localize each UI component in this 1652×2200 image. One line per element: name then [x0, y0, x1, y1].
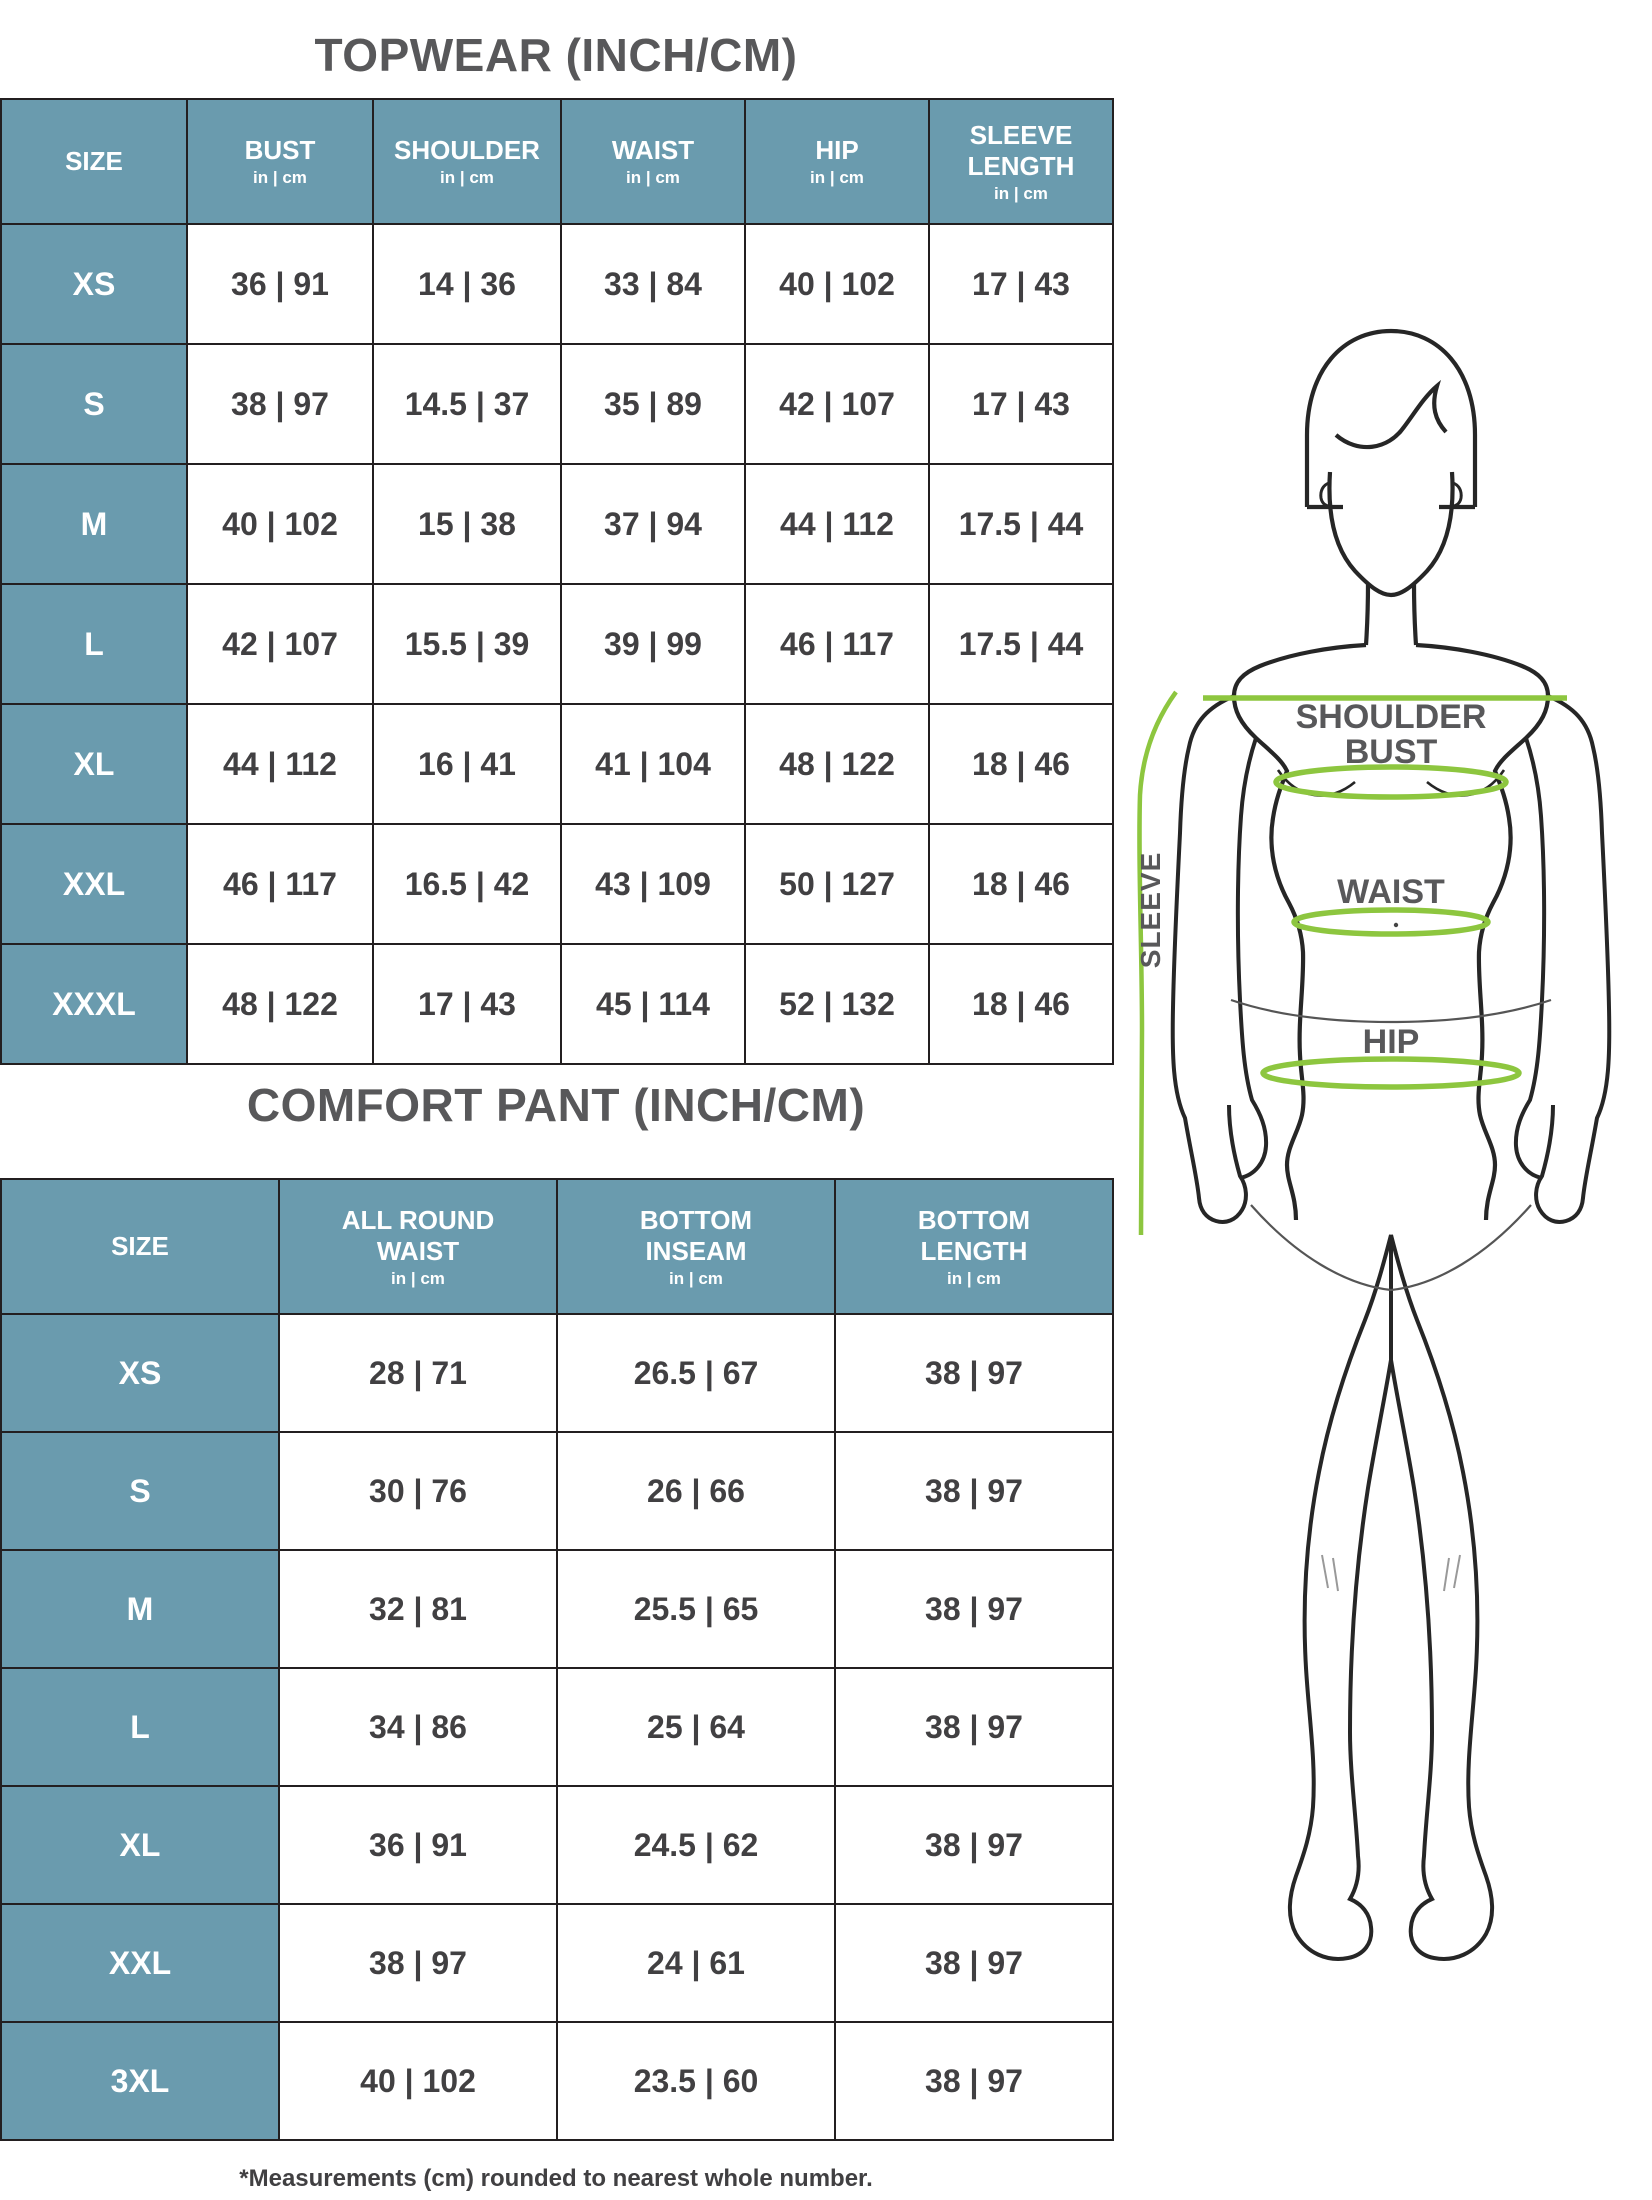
svg-text:SLEEVE: SLEEVE — [1135, 852, 1166, 968]
svg-text:SHOULDER: SHOULDER — [1296, 698, 1487, 736]
svg-text:BUST: BUST — [1345, 733, 1438, 771]
svg-text:WAIST: WAIST — [1337, 873, 1445, 911]
svg-text:HIP: HIP — [1363, 1023, 1420, 1061]
